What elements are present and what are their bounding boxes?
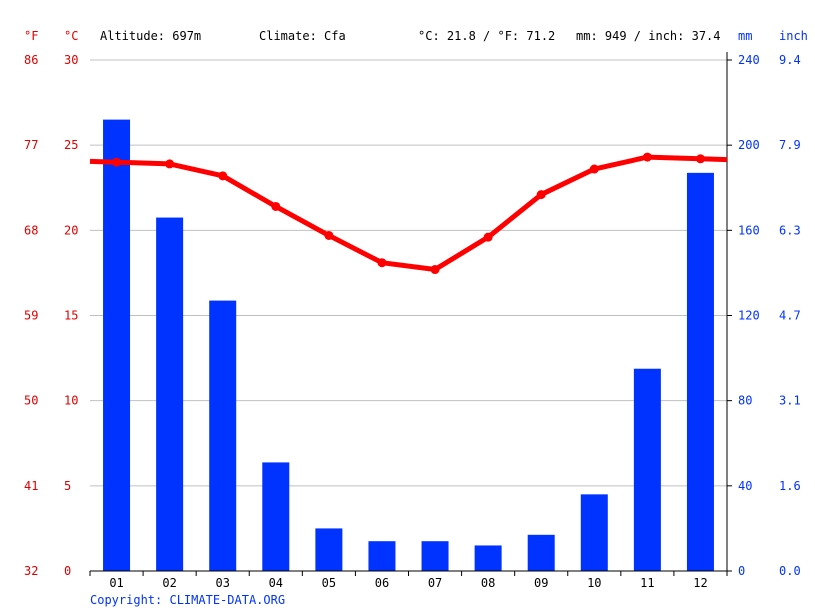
inch-tick-label: 0.0 — [779, 564, 801, 578]
fahrenheit-tick-label: 59 — [24, 309, 38, 323]
mm-tick-label: 40 — [738, 479, 752, 493]
month-tick-label: 03 — [215, 576, 229, 590]
celsius-tick-label: 15 — [64, 309, 78, 323]
temperature-series-line — [89, 154, 728, 273]
precipitation-bar — [156, 217, 184, 571]
inch-unit-label: inch — [779, 29, 808, 43]
precipitation-bar — [209, 300, 237, 571]
temperature-point — [165, 159, 175, 169]
month-tick-label: 04 — [269, 576, 283, 590]
temperature-point — [589, 164, 599, 174]
annual-precipitation-label: mm: 949 / inch: 37.4 — [576, 29, 721, 43]
month-tick-label: 10 — [587, 576, 601, 590]
mm-tick-label: 80 — [738, 394, 752, 408]
mm-tick-label: 200 — [738, 138, 760, 152]
fahrenheit-unit-label: °F — [24, 29, 38, 43]
celsius-tick-label: 25 — [64, 138, 78, 152]
average-temperature-label: °C: 21.8 / °F: 71.2 — [418, 29, 555, 43]
fahrenheit-tick-label: 41 — [24, 479, 38, 493]
precipitation-bar — [686, 172, 714, 572]
precipitation-bar — [474, 545, 502, 571]
mm-tick-label: 120 — [738, 309, 760, 323]
temperature-point — [695, 154, 705, 164]
mm-tick-label: 240 — [738, 53, 760, 67]
temperature-point — [536, 190, 546, 200]
inch-tick-label: 4.7 — [779, 309, 801, 323]
celsius-tick-label: 30 — [64, 53, 78, 67]
precipitation-bar — [262, 462, 290, 571]
climate-label: Climate: Cfa — [259, 29, 346, 43]
temperature-point — [271, 201, 281, 211]
inch-tick-label: 1.6 — [779, 479, 801, 493]
precipitation-bar — [315, 528, 343, 571]
month-tick-label: 09 — [534, 576, 548, 590]
mm-tick-label: 0 — [738, 564, 745, 578]
month-tick-label: 12 — [693, 576, 707, 590]
temperature-point — [377, 258, 387, 268]
month-tick-label: 08 — [481, 576, 495, 590]
fahrenheit-tick-label: 77 — [24, 138, 38, 152]
month-tick-label: 07 — [428, 576, 442, 590]
fahrenheit-tick-label: 68 — [24, 223, 38, 237]
temperature-point — [483, 232, 493, 242]
temperature-point — [324, 230, 334, 240]
celsius-tick-label: 20 — [64, 223, 78, 237]
temperature-point — [642, 152, 652, 162]
celsius-unit-label: °C — [64, 29, 78, 43]
precipitation-bar — [103, 119, 131, 571]
precipitation-bars — [103, 119, 714, 572]
month-tick-label: 06 — [375, 576, 389, 590]
month-tick-label: 01 — [109, 576, 123, 590]
fahrenheit-tick-label: 50 — [24, 394, 38, 408]
inch-tick-label: 9.4 — [779, 53, 801, 67]
celsius-tick-label: 10 — [64, 394, 78, 408]
copyright-text: Copyright: CLIMATE-DATA.ORG — [90, 593, 285, 607]
precipitation-bar — [421, 541, 449, 571]
fahrenheit-tick-label: 32 — [24, 564, 38, 578]
axis-tick-labels: 32 0 0 0.0 41 5 40 1.6 50 10 80 3.1 59 15 120 4.7 68 20 16… — [24, 53, 801, 590]
month-tick-label: 11 — [640, 576, 654, 590]
chart-axes — [89, 52, 732, 576]
temperature-point — [430, 265, 440, 275]
mm-tick-label: 160 — [738, 223, 760, 237]
precipitation-bar — [580, 494, 608, 571]
grid-lines — [90, 59, 727, 487]
precipitation-bar — [633, 368, 661, 571]
month-tick-label: 05 — [322, 576, 336, 590]
altitude-label: Altitude: 697m — [100, 29, 201, 43]
month-tick-label: 02 — [162, 576, 176, 590]
inch-tick-label: 6.3 — [779, 223, 801, 237]
fahrenheit-tick-label: 86 — [24, 53, 38, 67]
temperature-point — [218, 171, 228, 181]
celsius-tick-label: 0 — [64, 564, 71, 578]
precipitation-bar — [368, 541, 396, 571]
inch-tick-label: 3.1 — [779, 394, 801, 408]
mm-unit-label: mm — [738, 29, 752, 43]
temperature-point — [112, 157, 122, 167]
precipitation-bar — [527, 534, 555, 571]
temperature-line — [89, 152, 728, 275]
inch-tick-label: 7.9 — [779, 138, 801, 152]
celsius-tick-label: 5 — [64, 479, 71, 493]
